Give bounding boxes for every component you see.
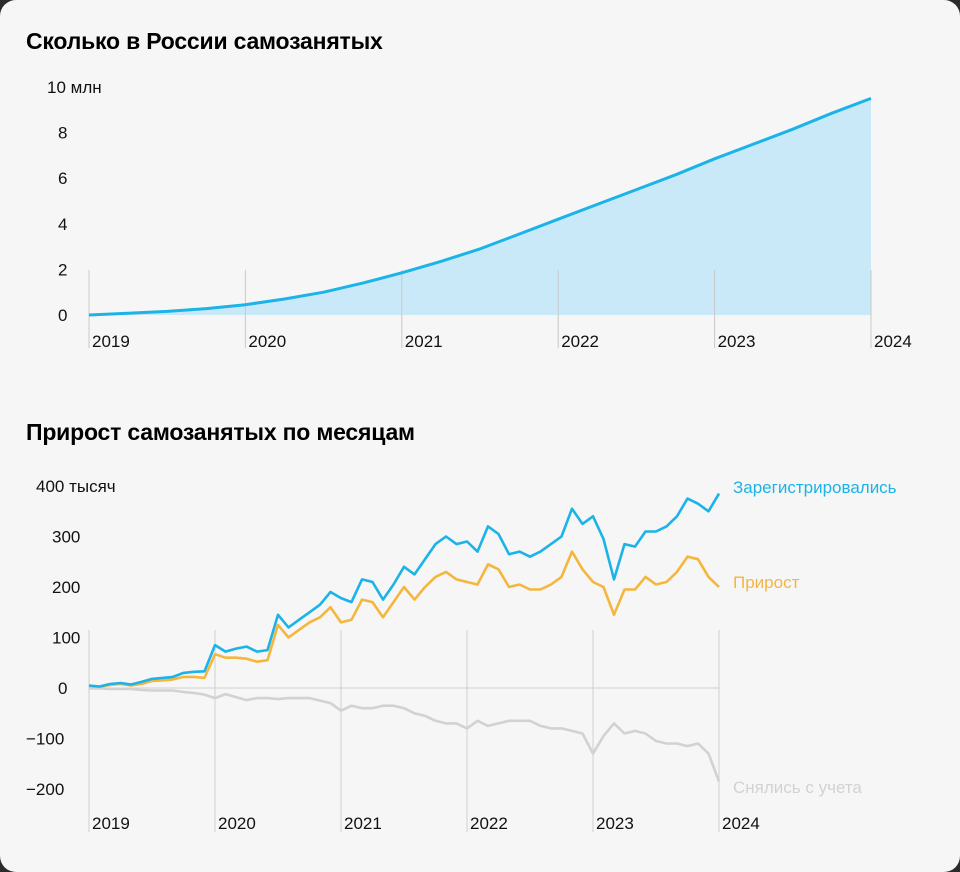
y-tick-label: −100 (26, 730, 64, 749)
series-label-2: Снялись с учета (733, 778, 862, 797)
series-label-0: Зарегистрировались (733, 478, 897, 497)
chart-2-title: Прирост самозанятых по месяцам (26, 419, 415, 445)
x-tick-label: 2019 (92, 332, 130, 351)
x-tick-label: 2022 (561, 332, 599, 351)
x-tick-label: 2020 (248, 332, 286, 351)
x-tick-label: 2024 (874, 332, 912, 351)
x-tick-label: 2021 (344, 814, 382, 833)
total-self-employed-chart: 2019 2020 2021 2022 2023 2024 0 2 4 6 8 10 млн (47, 78, 912, 351)
total-line (88, 96, 872, 317)
x-tick-label: 2024 (722, 814, 760, 833)
x-tick-label: 2019 (92, 814, 130, 833)
y-tick-label: 6 (58, 169, 67, 188)
series-label-1: Прирост (733, 573, 800, 592)
y-tick-label: −200 (26, 780, 64, 799)
y-tick-label: 200 (52, 578, 80, 597)
x-tick-label: 2021 (405, 332, 443, 351)
y-tick-label: 8 (58, 124, 67, 143)
y-tick-label: 300 (52, 528, 80, 547)
y-tick-label: 4 (58, 215, 67, 234)
chart-1-title: Сколько в России самозанятых (26, 28, 383, 54)
y-tick-label: 0 (58, 306, 67, 325)
y-tick-label: 400 тысяч (36, 477, 116, 496)
x-tick-label: 2023 (718, 332, 756, 351)
y-tick-label: 2 (58, 260, 67, 279)
y-tick-label: 100 (52, 629, 80, 648)
y-tick-label: 0 (58, 679, 67, 698)
series-line-2 (89, 687, 721, 782)
x-tick-label: 2022 (470, 814, 508, 833)
y-tick-label: 10 млн (47, 78, 102, 97)
x-tick-label: 2023 (596, 814, 634, 833)
x-tick-label: 2020 (218, 814, 256, 833)
series-line-0 (88, 492, 721, 688)
series-line-1 (88, 550, 720, 689)
area-fill (89, 98, 871, 316)
